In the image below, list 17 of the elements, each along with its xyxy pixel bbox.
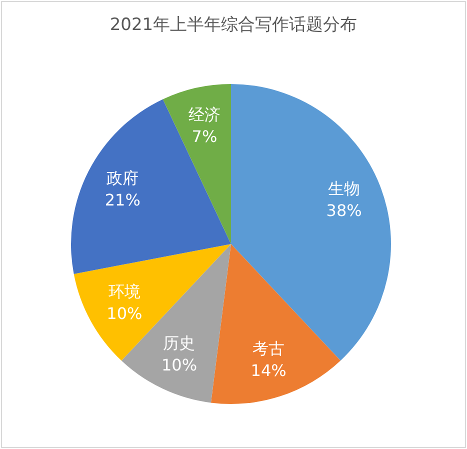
data-label: 10% — [161, 356, 198, 375]
data-label: 38% — [326, 200, 362, 220]
pie-slice — [71, 99, 231, 274]
slice-label: 环境 — [108, 282, 140, 302]
pie-slice — [231, 84, 391, 361]
data-label: 10% — [106, 304, 142, 324]
pie-slice — [162, 84, 231, 244]
slice-label: 经济 — [188, 104, 220, 124]
pie-slice — [210, 244, 341, 404]
slice-label: 考古 — [252, 339, 285, 358]
slice-label: 生物 — [328, 178, 360, 198]
data-label: 14% — [250, 361, 286, 380]
data-label: 21% — [104, 190, 140, 210]
slice-label: 政府 — [106, 168, 139, 188]
slice-label: 历史 — [163, 334, 196, 353]
chart-title: 2021年上半年综合写作话题分布 — [110, 15, 358, 35]
data-label: 7% — [192, 126, 218, 146]
